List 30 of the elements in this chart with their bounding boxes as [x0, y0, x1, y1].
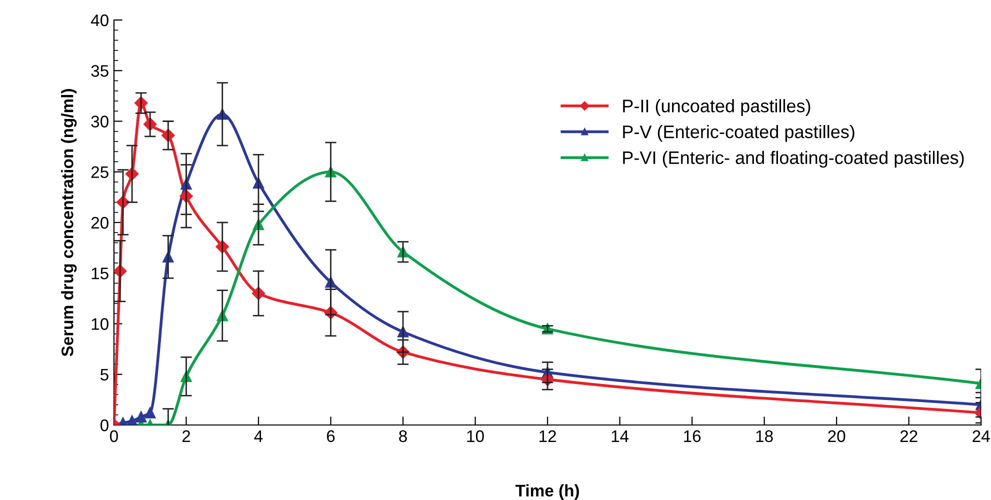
legend-label: P-VI (Enteric- and floating-coated pastilles): [623, 150, 964, 168]
legend-label: P-II (uncoated pastilles): [623, 99, 810, 116]
y-axis-title: Serum drug concentration (ng/ml): [61, 89, 77, 356]
x-tick-label: 2: [182, 430, 190, 442]
x-tick-label: 8: [399, 430, 407, 442]
y-tick-label: 5: [100, 368, 108, 381]
x-tick-label: 24: [972, 430, 990, 442]
legend-label: P-V (Enteric-coated pastilles): [623, 124, 854, 142]
point: [144, 407, 156, 418]
x-tick-label: 22: [900, 430, 918, 442]
point: [126, 415, 138, 425]
x-tick-label: 4: [254, 430, 263, 442]
x-tick-label: 12: [540, 430, 556, 442]
x-tick-label: 18: [756, 430, 773, 442]
x-axis-title: Time (h): [515, 484, 579, 500]
y-tick-label: 40: [90, 14, 108, 26]
x-tick-label: 14: [612, 430, 629, 442]
y-tick-label: 35: [91, 65, 108, 77]
x-tick-label: 6: [326, 430, 335, 442]
y-tick-label: 30: [91, 116, 108, 128]
x-tick-label: 20: [828, 430, 846, 442]
y-tick-label: 25: [91, 166, 108, 178]
x-tick-label: 10: [467, 430, 484, 442]
y-tick-label: 20: [91, 216, 108, 229]
point: [136, 411, 147, 422]
y-tick-label: 15: [92, 268, 108, 280]
x-tick-label: 0: [110, 430, 118, 442]
y-tick-label: 0: [100, 419, 108, 432]
y-tick-label: 10: [92, 318, 108, 330]
x-tick-label: 16: [684, 430, 701, 442]
